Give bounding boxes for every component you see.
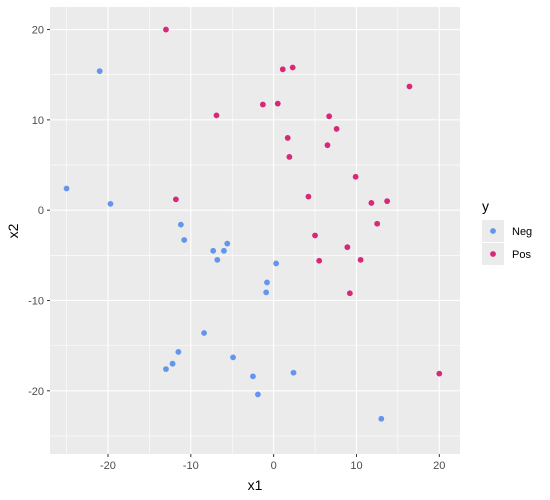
- legend-key-neg: [490, 228, 496, 234]
- x-tick-label: 20: [433, 460, 445, 472]
- minor-gridlines: [50, 7, 460, 454]
- legend-label-pos: Pos: [512, 249, 531, 261]
- data-point-neg: [250, 373, 256, 380]
- data-point-neg: [273, 260, 280, 267]
- data-point-pos: [259, 101, 266, 108]
- data-point-pos: [316, 257, 323, 264]
- data-point-pos: [213, 112, 220, 119]
- data-point-neg: [210, 247, 217, 254]
- legend: y Neg Pos: [482, 198, 532, 265]
- data-point-neg: [107, 200, 114, 207]
- data-point-pos: [326, 113, 333, 120]
- y-tick-label: 10: [32, 115, 44, 127]
- data-point-neg: [175, 349, 182, 355]
- data-point-neg: [230, 354, 236, 361]
- data-point-neg: [63, 185, 70, 192]
- data-point-neg: [96, 68, 103, 75]
- legend-key-pos: [490, 251, 496, 257]
- data-points: [63, 26, 443, 422]
- data-point-pos: [436, 370, 443, 377]
- data-point-pos: [172, 196, 179, 203]
- data-point-neg: [163, 366, 169, 373]
- data-point-neg: [177, 221, 184, 228]
- y-tick-label: -10: [28, 295, 44, 307]
- panel-background: [50, 7, 460, 454]
- x-tick-label: 10: [350, 460, 362, 472]
- x-axis-title: x1: [248, 477, 263, 493]
- data-point-neg: [169, 360, 176, 367]
- data-point-pos: [312, 232, 318, 239]
- x-tick-label: 0: [271, 460, 277, 472]
- data-point-neg: [214, 256, 221, 263]
- data-point-pos: [286, 154, 293, 160]
- data-point-neg: [221, 247, 227, 254]
- data-point-pos: [333, 126, 340, 132]
- data-point-neg: [181, 237, 188, 243]
- data-point-neg: [201, 330, 207, 336]
- data-point-pos: [384, 198, 391, 205]
- data-point-pos: [346, 290, 353, 297]
- data-point-pos: [374, 220, 381, 227]
- data-point-pos: [274, 100, 281, 107]
- y-tick-label: -20: [28, 386, 44, 398]
- y-axis-ticks: -20 -10 0 10 20: [28, 25, 50, 398]
- legend-label-neg: Neg: [512, 226, 532, 238]
- major-gridlines: [50, 7, 460, 454]
- data-point-pos: [163, 26, 169, 33]
- data-point-pos: [344, 244, 351, 251]
- data-point-pos: [352, 173, 359, 180]
- y-axis-title: x2: [5, 223, 21, 238]
- x-tick-label: -10: [183, 460, 199, 472]
- x-tick-label: -20: [100, 460, 116, 472]
- data-point-pos: [368, 200, 375, 206]
- data-point-neg: [378, 415, 385, 422]
- data-point-pos: [406, 83, 413, 90]
- legend-title: y: [482, 198, 489, 214]
- data-point-pos: [279, 66, 286, 73]
- data-point-neg: [224, 240, 231, 247]
- x-axis-ticks: -20 -10 0 10 20: [100, 454, 445, 472]
- data-point-neg: [264, 279, 270, 286]
- data-point-neg: [290, 369, 297, 376]
- data-point-pos: [289, 64, 296, 71]
- data-point-pos: [284, 135, 291, 141]
- data-point-pos: [305, 193, 312, 200]
- data-point-neg: [263, 289, 270, 296]
- data-point-neg: [254, 391, 261, 398]
- y-tick-label: 20: [32, 25, 44, 37]
- data-point-pos: [324, 142, 331, 149]
- y-tick-label: 0: [38, 205, 44, 217]
- data-point-pos: [357, 256, 364, 263]
